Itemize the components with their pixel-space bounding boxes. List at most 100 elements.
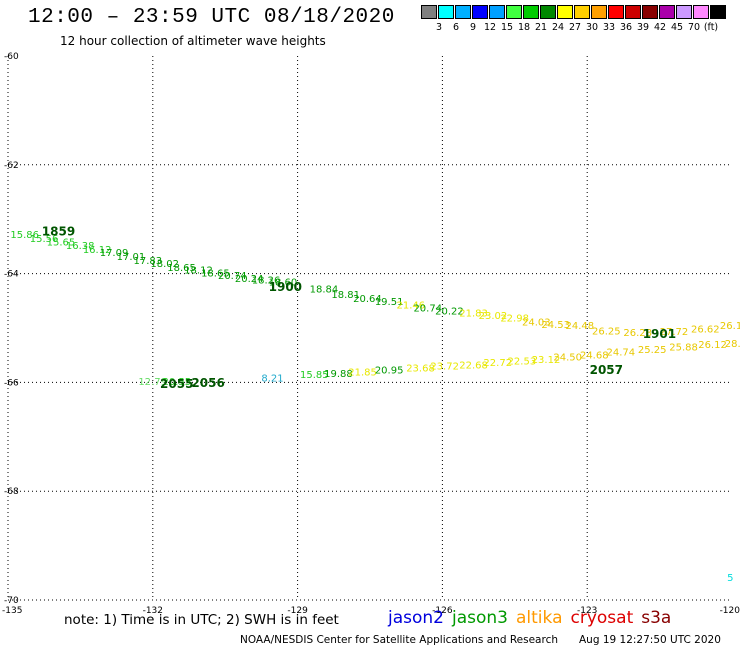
wave-height-point: 23.02	[479, 311, 508, 322]
color-swatch	[591, 5, 607, 19]
axis-tick-labels: -135 -132 -129 -126 -123 -120 -60 -62 -64 -66 -68 -…	[2, 52, 740, 616]
wave-height-point: 22.68	[459, 360, 488, 371]
pass-time-label: 2057	[590, 363, 623, 377]
wave-height-point: 24.48	[565, 321, 594, 332]
wave-height-point: 20.74	[218, 271, 247, 282]
wave-height-point: 20.24	[235, 274, 264, 285]
pass-time-label: 2055	[160, 377, 193, 391]
wave-height-point: 26.25	[592, 327, 621, 338]
wave-height-point: 21.46	[397, 300, 426, 311]
color-swatch	[693, 5, 709, 19]
color-swatch	[625, 5, 641, 19]
wave-height-point: 23.72	[430, 361, 459, 372]
wave-height-point: 21.83	[459, 309, 488, 320]
wave-height-point: 16.12	[83, 245, 112, 256]
color-swatch	[608, 5, 624, 19]
longitude-label: -135	[2, 606, 22, 616]
wave-height-point: 25.25	[638, 345, 667, 356]
latitude-label: -60	[4, 52, 19, 62]
color-scale-label: 24	[551, 22, 565, 33]
wave-height-point: 23.12	[532, 355, 561, 366]
wave-height-point: 18.12	[184, 266, 213, 277]
wave-height-point: 22.53	[508, 356, 537, 367]
latitude-label: -68	[4, 487, 19, 497]
wave-height-point: 18.81	[331, 290, 360, 301]
wave-height-point: 21.85	[348, 367, 377, 378]
wave-height-point: 24.53	[541, 320, 570, 331]
color-scale-label: 6	[452, 22, 460, 33]
wave-height-point: 20.64	[353, 294, 382, 305]
wave-height-point: 26.28	[623, 328, 652, 339]
color-scale-label: 27	[568, 22, 582, 33]
color-scale-label: 18	[517, 22, 531, 33]
pass-time-label: 1859	[42, 225, 75, 239]
color-scale-label: 3	[435, 22, 443, 33]
color-swatch	[421, 5, 437, 19]
color-scale-label: 12	[483, 22, 497, 33]
wave-height-point: 26.12	[698, 340, 727, 351]
color-swatch	[523, 5, 539, 19]
pass-time-label: 1900	[269, 280, 302, 294]
satellite-legend-entry: cryosat	[570, 608, 634, 628]
wave-height-point: 18.60	[269, 278, 298, 289]
color-scale-label: 39	[636, 22, 650, 33]
wave-height-point: 20.74	[413, 304, 442, 315]
color-scale-label: 70	[687, 22, 701, 33]
color-swatch	[710, 5, 726, 19]
wave-height-point: 16.38	[66, 241, 95, 252]
color-swatch	[438, 5, 454, 19]
wave-height-point: 17.09	[100, 248, 129, 259]
longitude-label: -123	[577, 606, 597, 616]
wave-height-point: 18.65	[167, 263, 196, 274]
wave-height-point: 25.88	[669, 342, 698, 353]
color-swatch	[574, 5, 590, 19]
color-scale-label: 9	[469, 22, 477, 33]
wave-height-point: 26.15	[720, 321, 740, 332]
satellite-legend: jason2 jason3 altika cryosat s3a	[388, 608, 679, 628]
wave-height-point: 24.74	[607, 348, 636, 359]
wave-height-point: 18.84	[310, 285, 339, 296]
color-scale-label: 33	[602, 22, 616, 33]
satellite-legend-entry: altika	[516, 608, 563, 628]
wave-height-point: 20.22	[435, 306, 464, 317]
generated-timestamp: Aug 19 12:27:50 UTC 2020	[579, 634, 721, 646]
wave-height-point: 22.72	[483, 358, 512, 369]
satellite-legend-entry: jason3	[452, 608, 508, 628]
longitude-label: -132	[143, 606, 163, 616]
wave-height-point: 20.55	[162, 377, 191, 388]
wave-height-point: 18.02	[150, 259, 179, 270]
wave-height-point: 27.72	[660, 327, 689, 338]
wave-height-point: 12.79	[138, 377, 167, 388]
wave-height-point: 17.83	[133, 256, 162, 267]
units-note: note: 1) Time is in UTC; 2) SWH is in fe…	[64, 612, 339, 628]
wave-height-point: 19.51	[375, 297, 404, 308]
map-gridlines	[7, 56, 732, 601]
pass-time-label: 2056	[191, 376, 224, 390]
wave-height-point: 8.21	[261, 373, 283, 384]
wave-height-point: 15.65	[47, 237, 76, 248]
wave-height-point: 24.68	[580, 350, 609, 361]
color-scale-label: 30	[585, 22, 599, 33]
color-swatch	[659, 5, 675, 19]
wave-height-point: 24.50	[553, 353, 582, 364]
color-scale-label: 15	[500, 22, 514, 33]
color-scale-label: 36	[619, 22, 633, 33]
wave-height-point: 23.68	[406, 364, 435, 375]
color-scale-label: 42	[653, 22, 667, 33]
latitude-label: -64	[4, 270, 19, 280]
pass-time-label: 1901	[643, 327, 676, 341]
wave-height-point: 17.01	[117, 252, 146, 263]
longitude-label: -126	[432, 606, 453, 616]
wave-height-point: 15.85	[300, 370, 329, 381]
longitude-label: -129	[287, 606, 308, 616]
longitude-label: -120	[720, 606, 740, 616]
color-scale-label: (ft)	[703, 22, 719, 33]
latitude-label: -62	[4, 161, 19, 171]
wave-height-point: 26.62	[691, 324, 720, 335]
color-swatch	[676, 5, 692, 19]
wave-height-point: 18.65	[201, 268, 230, 279]
color-scale-label: 45	[670, 22, 684, 33]
credit-text: NOAA/NESDIS Center for Satellite Applica…	[240, 634, 558, 646]
